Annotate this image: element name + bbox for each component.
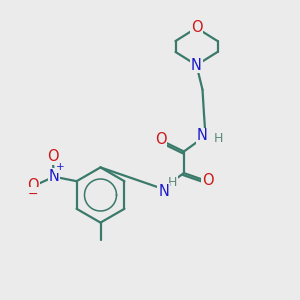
Text: N: N <box>197 128 208 143</box>
Text: O: O <box>47 149 58 164</box>
Text: O: O <box>27 178 39 193</box>
Text: N: N <box>158 184 169 199</box>
Text: H: H <box>213 131 223 145</box>
Text: H: H <box>168 176 178 189</box>
Text: N: N <box>191 58 202 73</box>
Text: O: O <box>191 20 202 35</box>
Text: O: O <box>155 132 166 147</box>
Text: −: − <box>27 188 38 201</box>
Text: O: O <box>202 173 213 188</box>
Text: N: N <box>49 169 59 184</box>
Text: +: + <box>56 162 65 172</box>
